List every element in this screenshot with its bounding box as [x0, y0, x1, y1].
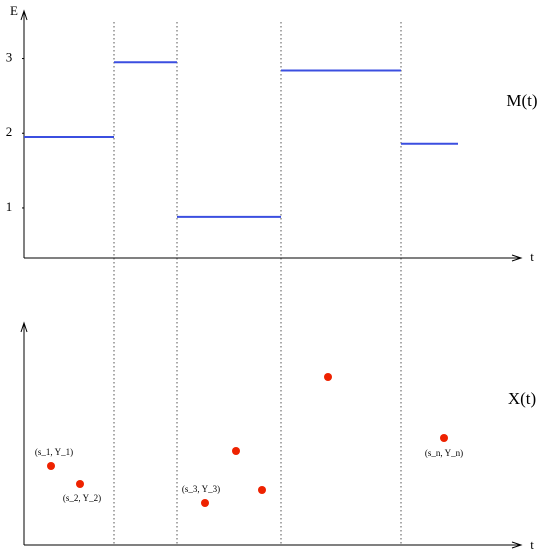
- point-label: (s_3, Y_3): [182, 484, 220, 494]
- series-label: M(t): [506, 91, 537, 110]
- y-tick-label: 2: [6, 124, 13, 139]
- point-label: (s_1, Y_1): [35, 447, 73, 457]
- y-tick-label: 3: [6, 50, 13, 65]
- arrow: [511, 541, 523, 549]
- point-label: (s_n, Y_n): [425, 448, 463, 458]
- point: [440, 434, 448, 442]
- arrow: [511, 254, 523, 262]
- point: [76, 480, 84, 488]
- series-label: X(t): [508, 389, 536, 408]
- arrow: [20, 9, 28, 21]
- x-axis-label: t: [530, 249, 534, 264]
- point-label: (s_2, Y_2): [63, 493, 101, 503]
- x-axis-label: t: [530, 537, 534, 552]
- y-axis-label: E: [10, 3, 18, 18]
- point: [201, 499, 209, 507]
- point: [324, 373, 332, 381]
- point: [258, 486, 266, 494]
- y-tick-label: 1: [6, 199, 13, 214]
- point: [47, 462, 55, 470]
- point: [232, 447, 240, 455]
- arrow: [20, 321, 28, 333]
